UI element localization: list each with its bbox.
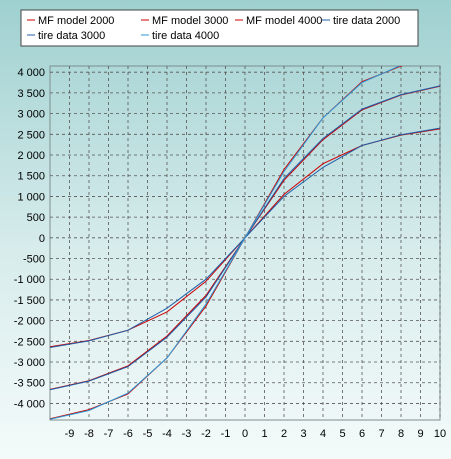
legend-label: MF model 4000 (246, 15, 322, 27)
x-tick-label: 6 (359, 428, 365, 440)
x-tick-label: -9 (65, 428, 75, 440)
y-tick-label: 0 (39, 233, 45, 245)
y-tick-label: -2 500 (14, 336, 45, 348)
x-tick-label: -4 (162, 428, 172, 440)
x-tick-label: -8 (84, 428, 94, 440)
y-tick-label: -3 500 (14, 378, 45, 390)
legend-box (20, 9, 419, 47)
y-tick-labels: -4 000 -3 500 -3 000 -2 500 -2 000 -1 500 -1 0… (14, 67, 45, 410)
x-tick-label: -1 (221, 428, 231, 440)
x-tick-label: 2 (281, 428, 287, 440)
x-tick-label: -2 (201, 428, 211, 440)
legend-label: tire data 3000 (38, 30, 105, 42)
x-tick-label: 5 (339, 428, 345, 440)
legend-label: MF model 2000 (38, 15, 114, 27)
x-tick-label: -7 (104, 428, 114, 440)
x-tick-labels: -9 -8 -7 -6 -5 -4 -3 -2 -1 0 1 2 3 4 5 6 7 8 9 10 (65, 428, 447, 440)
y-tick-label: 3 500 (17, 88, 45, 100)
x-tick-label: 0 (242, 428, 248, 440)
legend-label: MF model 3000 (152, 15, 228, 27)
series-group (50, 66, 440, 420)
y-tick-label: -1 500 (14, 295, 45, 307)
y-tick-label: 2 000 (17, 150, 45, 162)
x-tick-label: 4 (320, 428, 326, 440)
x-tick-label: 1 (261, 428, 267, 440)
x-tick-label: 8 (398, 428, 404, 440)
y-tick-label: 4 000 (17, 67, 45, 79)
y-tick-label: -500 (23, 254, 45, 266)
x-tick-label: -6 (123, 428, 133, 440)
y-tick-label: 500 (27, 212, 45, 224)
grid (50, 66, 441, 420)
y-tick-label: -1 000 (14, 274, 45, 286)
legend-label: tire data 4000 (152, 30, 219, 42)
y-tick-label: 1 500 (17, 171, 45, 183)
y-tick-label: 3 000 (17, 109, 45, 121)
x-tick-label: -3 (182, 428, 192, 440)
x-tick-label: 9 (417, 428, 423, 440)
y-tick-label: -4 000 (14, 398, 45, 410)
y-tick-label: 2 500 (17, 129, 45, 141)
legend: MF model 2000 MF model 3000 MF model 4000 t… (20, 9, 419, 47)
y-tick-label: -3 000 (14, 357, 45, 369)
x-tick-label: 10 (434, 428, 446, 440)
x-tick-label: -5 (143, 428, 153, 440)
series-line (50, 66, 401, 420)
x-tick-label: 7 (378, 428, 384, 440)
y-tick-label: -2 000 (14, 316, 45, 328)
x-tick-label: 3 (300, 428, 306, 440)
legend-label: tire data 2000 (333, 15, 400, 27)
y-tick-label: 1 000 (17, 191, 45, 203)
